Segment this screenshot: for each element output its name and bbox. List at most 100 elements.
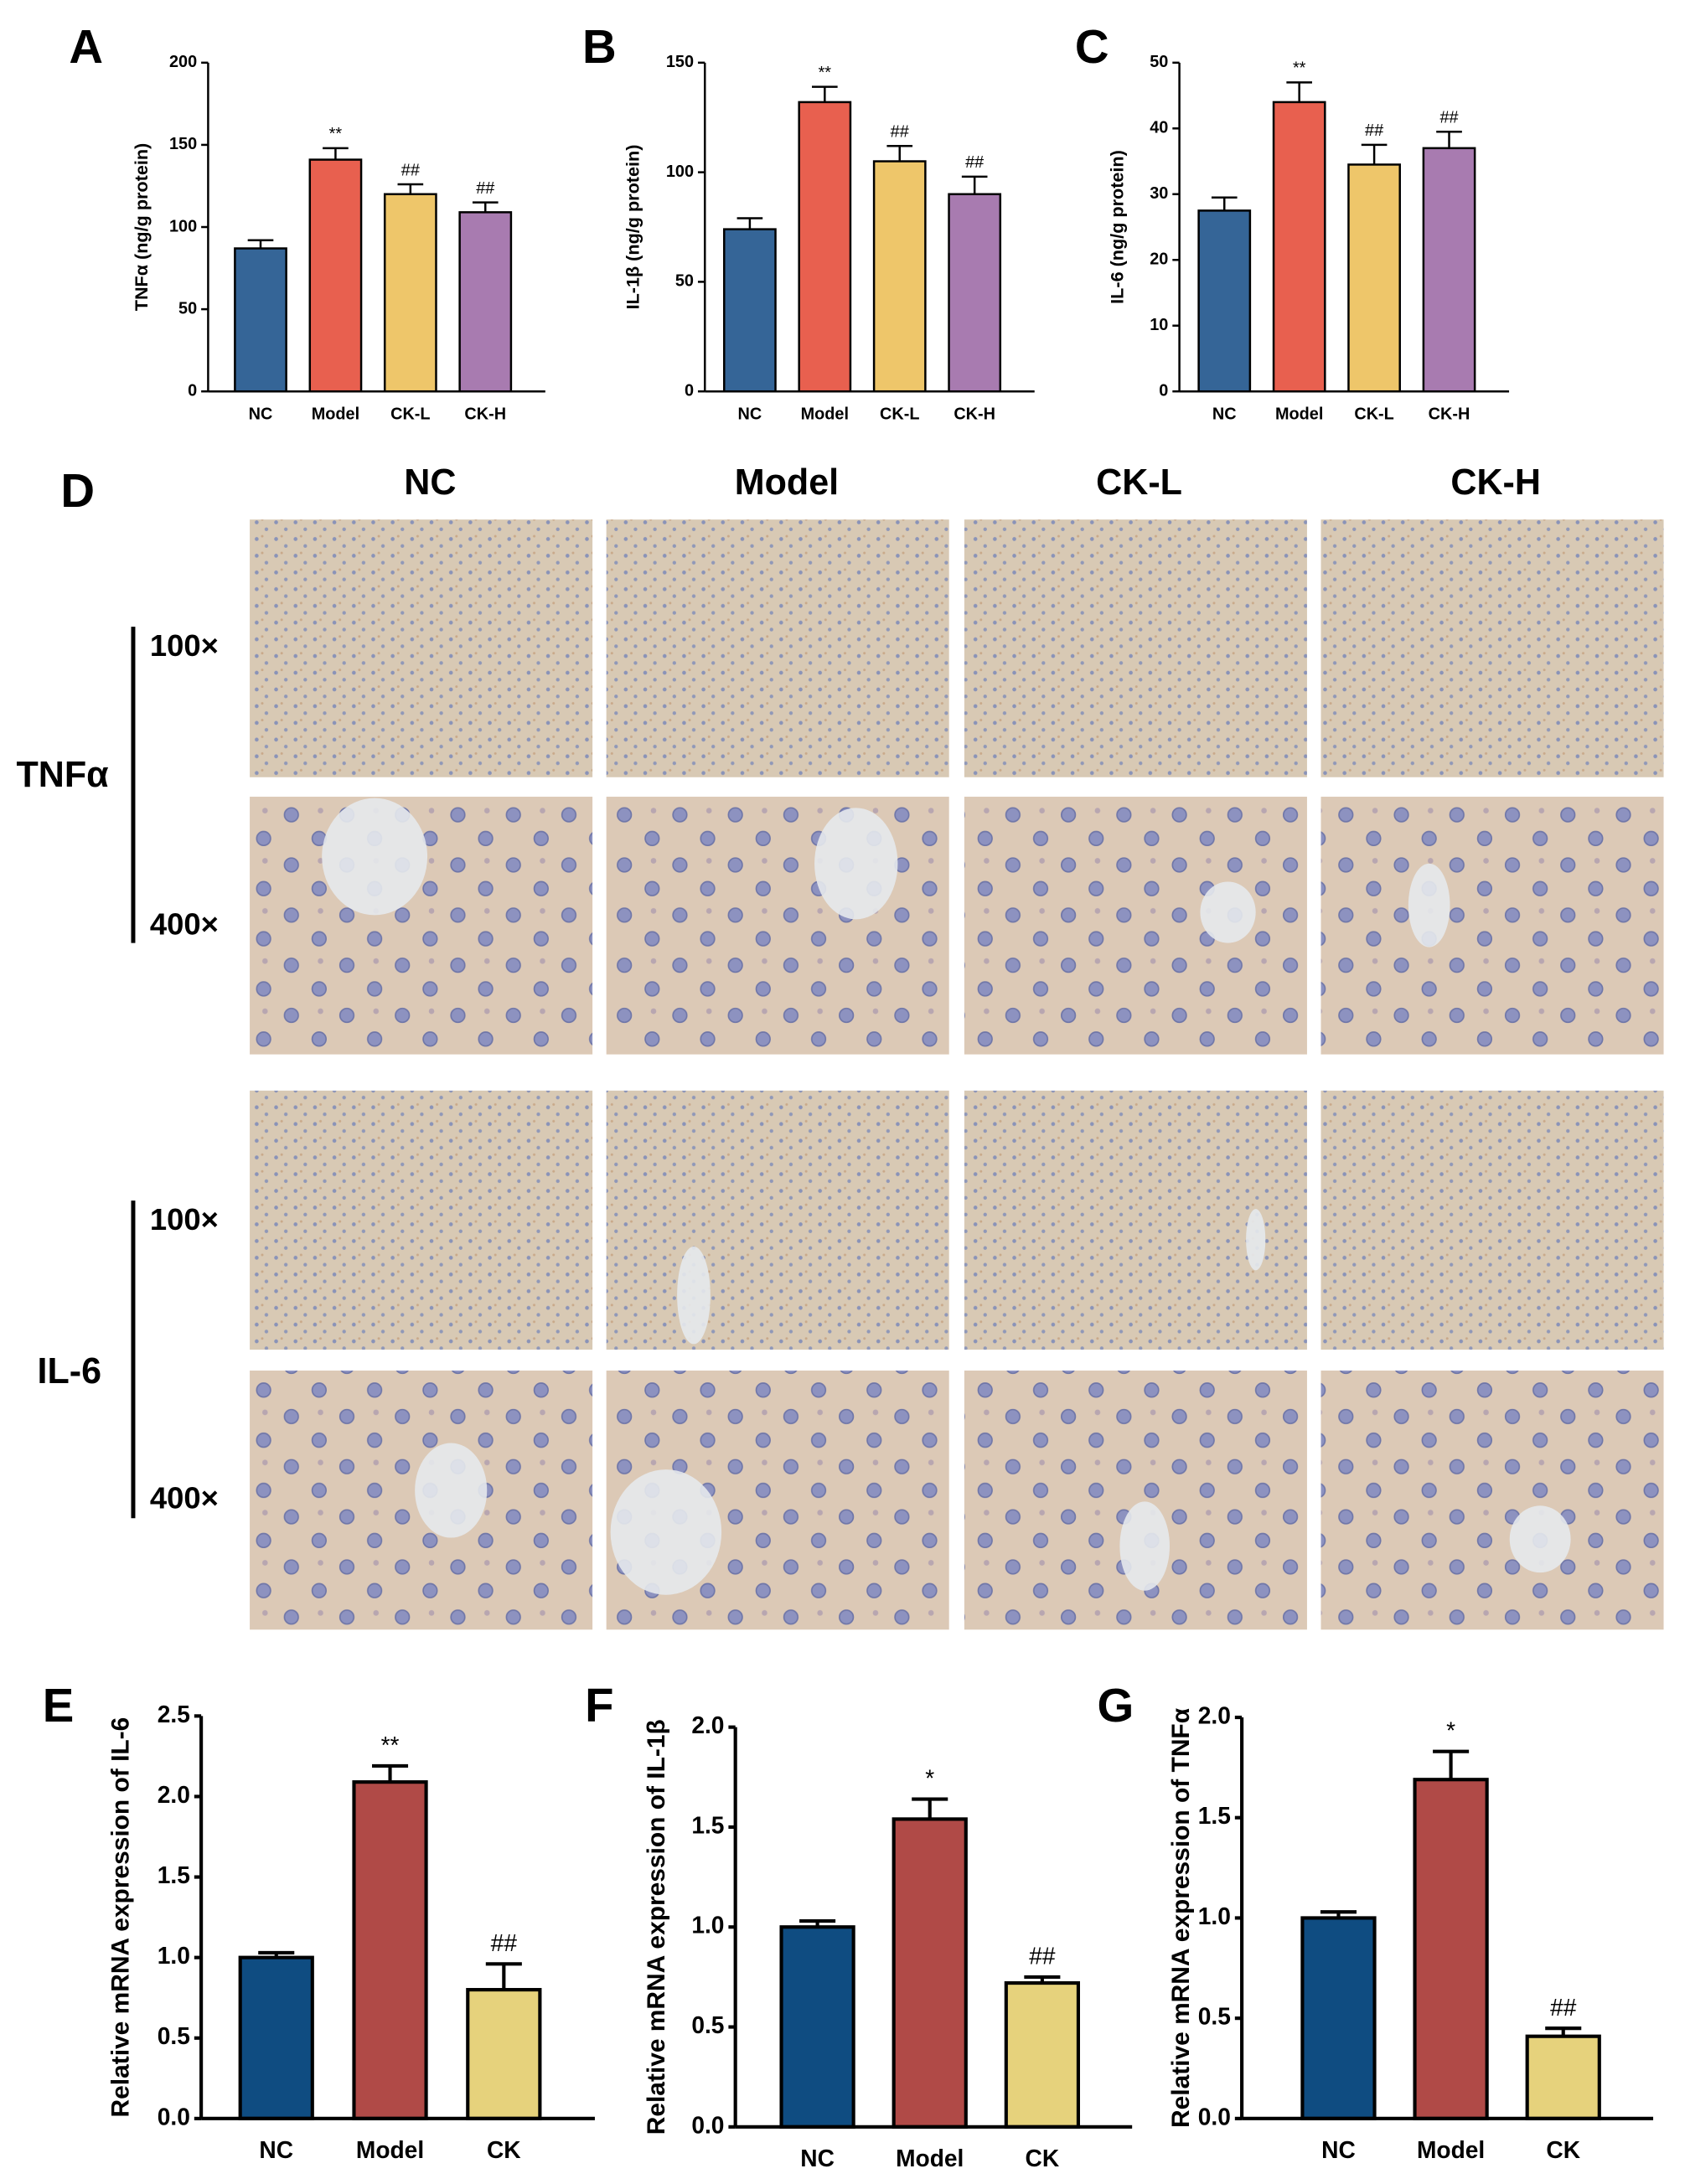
micrograph [606, 519, 949, 777]
x-tick-label: CK-H [1429, 405, 1470, 424]
y-tick-label: 0.5 [158, 2022, 190, 2049]
bar [352, 1780, 428, 2120]
panel-label: D [60, 464, 95, 517]
micrograph [964, 1371, 1307, 1630]
micrograph [250, 519, 593, 777]
y-axis-label: Relative mRNA expression of TNFα [1167, 1707, 1195, 2128]
y-tick-label: 20 [1150, 250, 1168, 268]
y-tick-label: 1.0 [1198, 1903, 1231, 1929]
annotation: ** [819, 64, 832, 82]
bar [1300, 1916, 1377, 2120]
micrograph [606, 1090, 949, 1350]
magnification: 400× [150, 1480, 219, 1515]
bar [723, 228, 777, 393]
bar [1197, 209, 1252, 393]
row-label: TNFα [16, 755, 109, 795]
annotation: ## [491, 1929, 518, 1956]
bar [466, 1988, 542, 2120]
panel-label: F [585, 1679, 613, 1732]
bar [1525, 2034, 1601, 2120]
bar [779, 1925, 855, 2129]
annotation: ## [1550, 1994, 1577, 2021]
annotation: ** [381, 1732, 400, 1758]
row-label: IL-6 [38, 1351, 102, 1391]
column-header: CK-H [1450, 462, 1541, 503]
y-axis-label: IL-1β (ng/g protein) [623, 145, 643, 310]
y-tick-label: 1.5 [1198, 1802, 1231, 1829]
annotation: ## [401, 161, 420, 179]
x-tick-label: NC [800, 2145, 835, 2171]
micrograph [1320, 797, 1664, 1055]
y-tick-label: 0.5 [1198, 2003, 1231, 2030]
y-tick-label: 0 [1159, 381, 1168, 400]
x-tick-label: CK [487, 2136, 521, 2163]
bar [1413, 1778, 1489, 2120]
panel-label: B [582, 20, 617, 73]
magnification: 400× [150, 906, 219, 941]
x-tick-label: NC [1321, 2136, 1356, 2163]
x-tick-label: NC [259, 2136, 293, 2163]
y-tick-label: 50 [1150, 53, 1168, 71]
y-axis-label: IL-6 (ng/g protein) [1106, 150, 1127, 304]
y-tick-label: 0.0 [1198, 2103, 1231, 2130]
y-tick-label: 2.5 [158, 1701, 190, 1727]
bar [1004, 1980, 1080, 2129]
micrograph [1320, 1371, 1664, 1630]
annotation: ## [891, 123, 909, 142]
x-tick-label: CK-H [954, 405, 995, 424]
magnification: 100× [150, 628, 219, 663]
annotation: ** [1293, 59, 1306, 78]
x-tick-label: Model [312, 405, 359, 424]
micrograph [1320, 1090, 1664, 1350]
x-tick-label: CK [1026, 2145, 1060, 2171]
micrograph [606, 797, 949, 1055]
y-tick-label: 1.0 [691, 1912, 724, 1939]
y-tick-label: 0.5 [691, 2011, 724, 2038]
y-tick-label: 0.0 [691, 2111, 724, 2138]
y-tick-label: 150 [169, 135, 197, 153]
bar [948, 193, 1002, 393]
micrograph [250, 1090, 593, 1350]
column-header: NC [404, 462, 456, 503]
magnification: 100× [150, 1202, 219, 1237]
x-tick-label: CK-L [880, 405, 919, 424]
y-tick-label: 2.0 [1198, 1701, 1231, 1728]
x-tick-label: CK-H [464, 405, 506, 424]
micrograph [1320, 519, 1664, 777]
x-tick-label: CK [1546, 2136, 1580, 2163]
y-tick-label: 200 [169, 53, 197, 71]
y-tick-label: 40 [1150, 119, 1168, 137]
bar [308, 158, 363, 393]
column-header: CK-L [1096, 462, 1182, 503]
y-tick-label: 30 [1150, 184, 1168, 203]
annotation: * [925, 1764, 934, 1791]
annotation: ## [476, 179, 494, 198]
y-tick-label: 10 [1150, 316, 1168, 334]
y-axis-label: Relative mRNA expression of IL-1β [643, 1719, 670, 2135]
bar [238, 1955, 314, 2120]
annotation: ## [965, 153, 984, 172]
y-tick-label: 2.0 [158, 1781, 190, 1808]
bar [892, 1817, 968, 2129]
panel-label: G [1098, 1679, 1134, 1732]
y-tick-label: 1.5 [691, 1811, 724, 1838]
panel-label: C [1075, 20, 1109, 73]
y-tick-label: 0 [685, 381, 694, 400]
y-tick-label: 1.0 [158, 1942, 190, 1969]
x-tick-label: Model [801, 405, 849, 424]
bar [1272, 101, 1326, 393]
annotation: ## [1029, 1943, 1056, 1970]
y-tick-label: 100 [666, 163, 694, 181]
y-tick-label: 50 [675, 272, 694, 291]
y-tick-label: 0.0 [158, 2103, 190, 2130]
column-header: Model [735, 462, 839, 503]
y-tick-label: 50 [178, 299, 197, 318]
x-tick-label: Model [1275, 405, 1323, 424]
bar [798, 101, 852, 393]
panel-label: E [43, 1679, 75, 1732]
y-tick-label: 2.0 [691, 1712, 724, 1738]
x-tick-label: CK-L [390, 405, 430, 424]
bar [458, 211, 513, 393]
